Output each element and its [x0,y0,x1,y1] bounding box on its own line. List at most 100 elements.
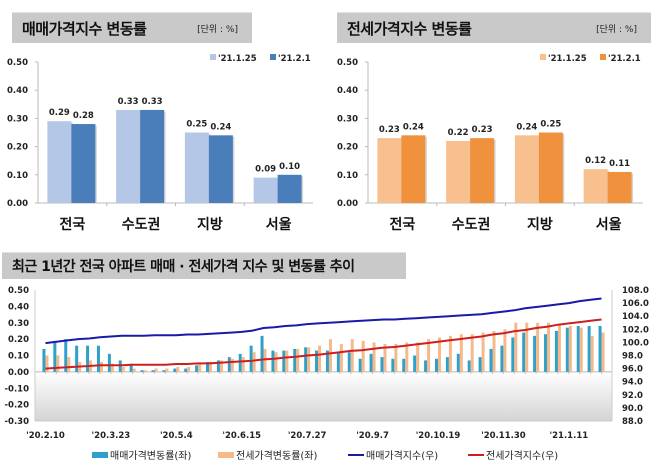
trend-jeonse-rate-bar [176,366,180,372]
sale-data-label: 0.33 [142,97,163,107]
trend-jeonse-rate-bar [361,340,365,372]
trend-jeonse-rate-bar [99,362,103,372]
trend-sale-rate-bar [53,342,57,372]
trend-sale-rate-bar [456,353,460,372]
jeonse-category-label: 전국 [389,216,415,233]
trend-right-tick-label: 98.0 [622,352,643,362]
trend-sale-rate-bar [238,353,242,372]
sale-y-tick-label: 0.40 [7,86,28,96]
trend-left-tick-label: 0.10 [8,352,29,362]
jeonse-category-label: 수도권 [452,217,491,233]
trend-sale-rate-bar [391,358,395,372]
trend-left-tick-label: 0.30 [8,319,29,329]
sale-data-label: 0.09 [255,165,276,175]
trend-jeonse-rate-bar [263,348,267,372]
trend-right-tick-label: 94.0 [622,378,643,388]
trend-jeonse-rate-bar [503,329,507,372]
sale-data-label: 0.24 [210,122,231,132]
trend-sale-rate-bar [598,326,602,372]
sale-data-label: 0.28 [73,111,94,121]
trend-jeonse-rate-bar [274,352,278,372]
trend-jeonse-rate-bar [198,363,202,372]
trend-right-tick-label: 100.0 [622,338,649,348]
jeonse-y-tick-label: 0.30 [337,114,358,124]
trend-sale-rate-bar [358,358,362,372]
trend-right-tick-label: 96.0 [622,365,643,375]
trend-legend-label: 매매가격지수(우) [366,449,438,462]
sale-data-label: 0.33 [118,97,139,107]
trend-jeonse-rate-bar [394,344,398,372]
trend-sale-rate-bar [467,360,471,372]
trend-sale-rate-bar [151,370,155,372]
jeonse-bar [446,140,471,203]
sale-bar [277,174,302,203]
trend-legend-label: 매매가격변동률(좌) [110,449,192,462]
trend-jeonse-rate-bar [132,368,136,372]
sale-y-tick-label: 0.30 [7,114,28,124]
trend-jeonse-rate-bar [547,322,551,372]
sale-bar [253,177,278,203]
trend-jeonse-rate-bar [67,357,71,372]
trend-sale-rate-bar [304,347,308,372]
trend-jeonse-rate-bar [219,360,223,372]
trend-sale-rate-bar [129,363,133,372]
trend-jeonse-rate-bar [187,366,191,372]
trend-sale-rate-bar [249,345,253,372]
jeonse-bar [583,169,608,203]
trend-jeonse-rate-bar [307,347,311,372]
trend-right-tick-label: 92.0 [622,391,643,401]
sale-data-label: 0.29 [49,108,70,118]
trend-sale-rate-bar [96,345,100,372]
trend-jeonse-rate-bar [318,345,322,372]
jeonse-y-tick-label: 0.10 [337,171,358,181]
sale-panel-header-bar: 매매가격지수 변동률 [단위 : %] [12,12,252,43]
jeonse-bar [607,171,632,203]
trend-left-tick-label: 0.20 [8,335,29,345]
trend-jeonse-rate-bar [405,342,409,372]
trend-sale-rate-bar [206,362,210,372]
trend-right-tick-label: 102.0 [622,325,649,335]
trend-left-tick-label: 0.00 [8,368,29,378]
trend-jeonse-rate-bar [241,357,245,372]
trend-jeonse-rate-bar [56,355,60,372]
trend-left-tick-label: -0.20 [5,401,30,411]
trend-sale-rate-bar [402,358,406,372]
jeonse-data-label: 0.24 [516,122,537,132]
trend-x-tick-label: '20.11.30 [481,431,526,441]
sale-panel-unit: [단위 : %] [197,25,238,35]
trend-legend-swatch [218,452,234,458]
trend-jeonse-rate-bar [350,339,354,372]
trend-jeonse-rate-bar [557,324,561,372]
trend-jeonse-rate-bar [143,370,147,372]
trend-sale-rate-bar [478,357,482,372]
jeonse-category-label: 지방 [527,216,553,233]
trend-jeonse-rate-bar [525,322,529,372]
trend-sale-rate-bar [336,352,340,372]
trend-sale-rate-bar [216,360,220,372]
trend-jeonse-rate-bar [568,326,572,372]
trend-sale-rate-bar [347,352,351,372]
jeonse-legend-label: '21.1.25 [548,54,587,64]
jeonse-bar [377,138,402,203]
trend-jeonse-index-line [45,318,602,370]
sale-legend-label: '21.2.1 [278,54,311,64]
sale-category-label: 수도권 [122,217,161,233]
trend-x-tick-label: '20.7.27 [288,431,327,441]
trend-jeonse-rate-bar [165,368,169,372]
trend-jeonse-rate-bar [470,334,474,372]
trend-jeonse-rate-bar [536,322,540,372]
trend-jeonse-rate-bar [514,322,518,372]
trend-sale-rate-bar [500,345,504,372]
sale-bar [208,135,233,203]
trend-sale-rate-bar [511,337,515,372]
jeonse-legend-label: '21.2.1 [608,54,641,64]
trend-right-tick-label: 106.0 [622,299,649,309]
sale-bar [116,109,141,203]
sale-category-label: 서울 [266,216,292,233]
trend-sale-rate-bar [162,370,166,372]
jeonse-data-label: 0.23 [379,125,400,135]
trend-sale-rate-bar [424,360,428,372]
jeonse-panel-title: 전세가격지수 변동률 [347,20,472,38]
trend-right-tick-label: 108.0 [622,286,649,296]
